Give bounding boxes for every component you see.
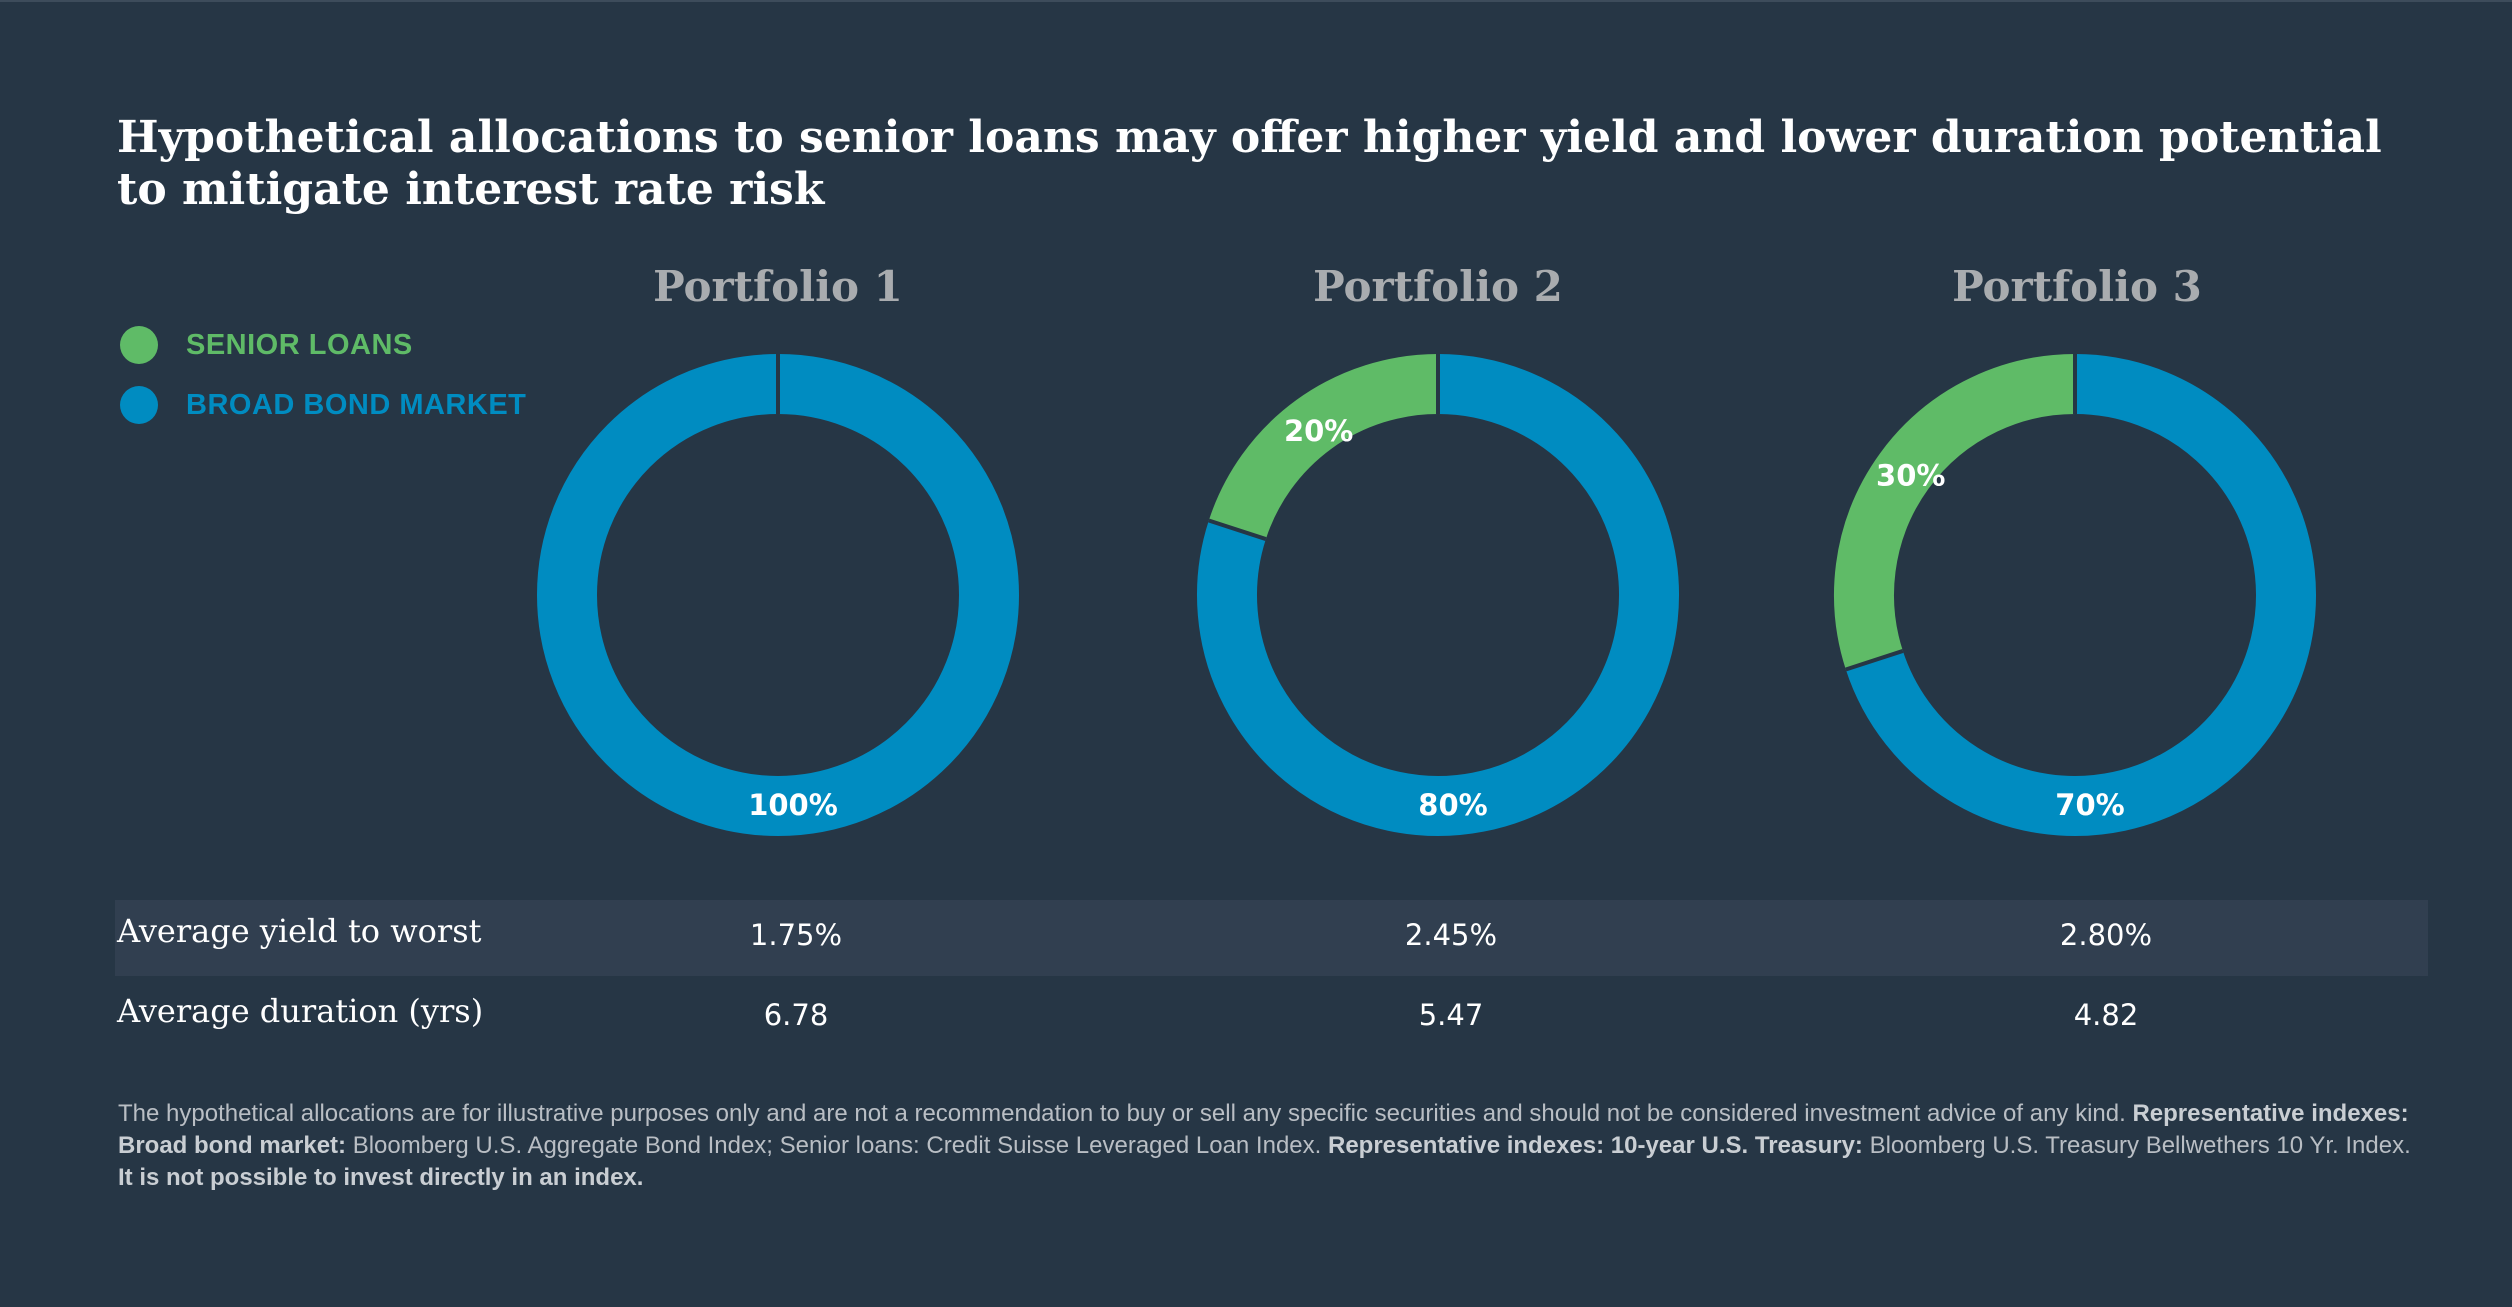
legend-dot-senior-loans-icon bbox=[120, 326, 158, 364]
row-label-duration: Average duration (yrs) bbox=[117, 992, 484, 1030]
legend-item-broad-bond-market: BROAD BOND MARKET bbox=[120, 385, 526, 425]
donut-portfolio-2: 20% 80% bbox=[1197, 354, 1679, 836]
legend-label-broad-bond-market: BROAD BOND MARKET bbox=[186, 388, 527, 421]
footnote-text-3: Bloomberg U.S. Treasury Bellwethers 10 Y… bbox=[1862, 1132, 2411, 1159]
label-broad-bond-market-portfolio-2: 80% bbox=[1418, 788, 1487, 822]
footnote-bold-1: Representative indexes: Broad bond marke… bbox=[118, 1100, 2409, 1159]
row-label-yield: Average yield to worst bbox=[117, 912, 482, 950]
table-row-duration: Average duration (yrs) 6.78 5.47 4.82 bbox=[115, 980, 2428, 1056]
slice-broad-bond-market-portfolio-2 bbox=[1197, 354, 1679, 836]
footnote-bold-2: Representative indexes: 10-year U.S. Tre… bbox=[1327, 1132, 1863, 1159]
slice-broad-bond-market-portfolio-3 bbox=[1845, 354, 2316, 836]
label-senior-loans-portfolio-3: 30% bbox=[1876, 459, 1945, 493]
yield-portfolio-2: 2.45% bbox=[1404, 918, 1498, 952]
slice-senior-loans-portfolio-3 bbox=[1834, 354, 2076, 670]
legend: SENIOR LOANS BROAD BOND MARKET bbox=[120, 325, 526, 445]
footnote: The hypothetical allocations are for ill… bbox=[118, 1098, 2418, 1194]
slice-separator bbox=[1845, 649, 1904, 672]
label-broad-bond-market-portfolio-1: 100% bbox=[748, 788, 838, 822]
footnote-bold-3: It is not possible to invest directly in… bbox=[118, 1164, 644, 1191]
yield-portfolio-3: 2.80% bbox=[2059, 918, 2153, 952]
chart-title: Hypothetical allocations to senior loans… bbox=[117, 112, 2382, 215]
footnote-text-2: Bloomberg U.S. Aggregate Bond Index; Sen… bbox=[346, 1132, 1328, 1159]
donut-charts: 100% 20% 80% 30% 70% bbox=[537, 354, 2316, 836]
label-senior-loans-portfolio-2: 20% bbox=[1284, 414, 1353, 448]
table-row-yield: Average yield to worst 1.75% 2.45% 2.80% bbox=[115, 900, 2428, 976]
slice-broad-bond-market-portfolio-1 bbox=[537, 354, 1019, 836]
yield-portfolio-1: 1.75% bbox=[749, 918, 843, 952]
slice-senior-loans-portfolio-2 bbox=[1208, 354, 1439, 540]
top-border bbox=[0, 0, 2512, 2]
donut-portfolio-1: 100% bbox=[537, 354, 1019, 836]
duration-portfolio-3: 4.82 bbox=[2073, 998, 2139, 1032]
duration-portfolio-2: 5.47 bbox=[1418, 998, 1484, 1032]
legend-dot-broad-bond-market-icon bbox=[120, 386, 158, 424]
footnote-text-1: The hypothetical allocations are for ill… bbox=[118, 1100, 2133, 1127]
label-broad-bond-market-portfolio-3: 70% bbox=[2055, 788, 2124, 822]
portfolio-1-title: Portfolio 1 bbox=[653, 262, 903, 311]
donut-portfolio-3: 30% 70% bbox=[1834, 354, 2316, 836]
legend-item-senior-loans: SENIOR LOANS bbox=[120, 325, 526, 365]
slice-separator bbox=[1208, 518, 1267, 541]
duration-portfolio-1: 6.78 bbox=[763, 998, 829, 1032]
portfolio-3-title: Portfolio 3 bbox=[1952, 262, 2202, 311]
portfolio-2-title: Portfolio 2 bbox=[1313, 262, 1563, 311]
legend-label-senior-loans: SENIOR LOANS bbox=[186, 328, 413, 361]
